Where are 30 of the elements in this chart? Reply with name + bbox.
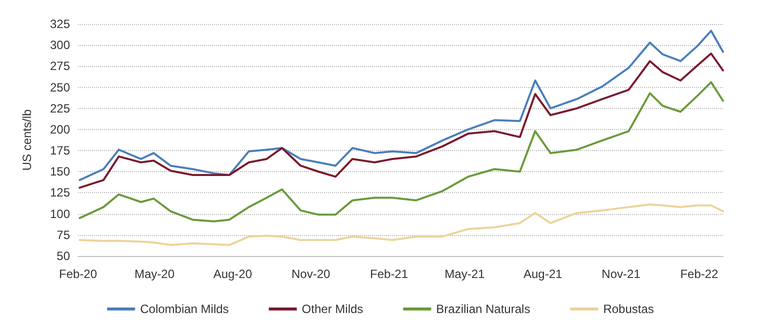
x-tick-label: Aug-20 [213,267,252,281]
x-tick-label: Feb-21 [370,267,408,281]
line-series [78,204,724,246]
x-tick-label: Nov-20 [292,267,331,281]
y-tick-label: 325 [50,17,70,31]
legend-label: Brazilian Naturals [436,302,530,316]
y-tick-label: 175 [50,144,70,158]
y-tick-label: 100 [50,206,70,221]
x-tick-label: May-21 [444,267,485,281]
y-tick-label: 75 [56,228,70,242]
x-tick-label: Feb-22 [680,267,719,281]
y-tick-label: 250 [50,80,70,94]
line-series [78,81,724,222]
y-tick-label: 225 [50,101,70,116]
legend-label: Robustas [603,302,654,316]
y-axis-title: US cents/lb [20,108,34,171]
y-tick-label: 50 [56,249,70,263]
y-tick-label: 275 [50,59,70,74]
legend-label: Colombian Milds [140,302,229,316]
y-tick-label: 125 [50,186,70,200]
line-series [78,30,724,182]
x-tick-label: Aug-21 [523,267,563,281]
line-series [78,52,724,189]
x-tick-label: May-20 [134,267,175,281]
y-tick-label: 150 [50,164,70,179]
y-tick-label: 200 [50,122,70,136]
y-tick-label: 300 [50,38,70,52]
x-tick-label: Nov-21 [602,267,641,281]
legend-label: Other Milds [302,302,364,316]
x-tick-label: Feb-20 [58,267,98,281]
